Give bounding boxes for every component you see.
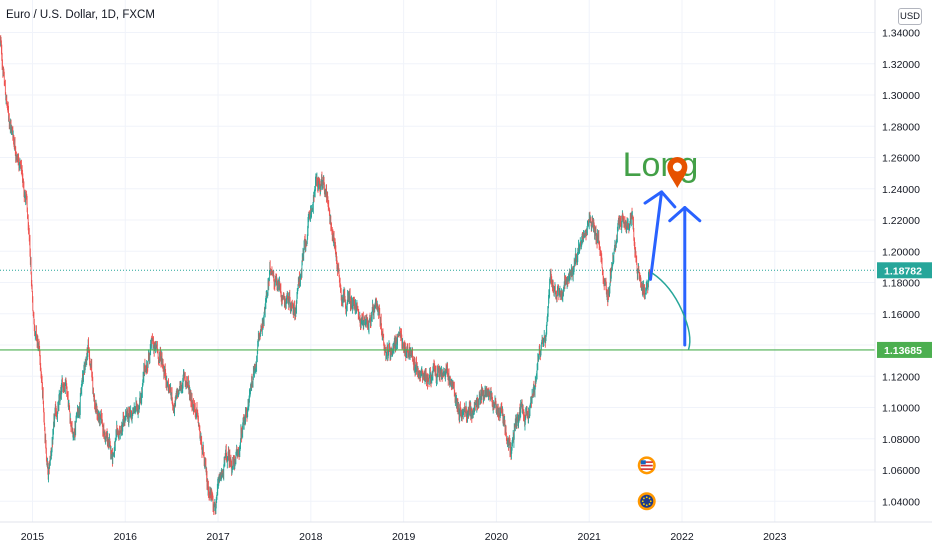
grid-lines [0,0,875,522]
y-tick-label: 1.12000 [882,371,920,383]
y-tick-label: 1.10000 [882,403,920,415]
x-tick-label: 2017 [206,531,230,543]
price-axis-labels: 1.18782 1.13685 [877,262,932,358]
eu-flag-star [641,500,644,503]
y-tick-label: 1.06000 [882,465,920,477]
eu-flag-star [648,497,651,500]
us-flag-stripe [640,461,653,463]
arrow-head-icon[interactable] [668,206,702,223]
y-tick-label: 1.32000 [882,59,920,71]
x-tick-label: 2015 [21,531,45,543]
us-flag-stripe [640,468,653,470]
price-label-text: 1.13685 [884,345,922,357]
us-flag-stripe [640,464,653,467]
price-level-lines[interactable] [0,269,875,351]
arrow-head-icon[interactable] [643,190,677,209]
x-tick-label: 2019 [392,531,416,543]
symbol-title[interactable]: Euro / U.S. Dollar, 1D, FXCM [6,9,155,21]
y-tick-label: 1.08000 [882,434,920,446]
price-label-box [877,341,932,358]
y-tick-label: 1.04000 [882,496,920,508]
y-tick-label: 1.28000 [882,121,920,133]
eu-flag-star [643,497,645,500]
location-pin-icon[interactable] [667,157,688,188]
y-tick-label: 1.18000 [882,278,920,290]
x-tick-label: 2023 [763,531,787,543]
x-tick-label: 2018 [299,531,323,543]
eu-flag-star [645,504,648,507]
y-tick-label: 1.24000 [882,184,920,196]
y-tick-label: 1.20000 [882,246,920,258]
location-pin-hole [672,162,682,172]
y-tick-label: 1.16000 [882,309,920,321]
eu-flag-star [645,496,648,499]
time-axis[interactable]: 2015 2016 2017 2018 2019 2020 2021 2022 2023 [21,531,787,543]
price-label-text: 1.18782 [884,265,922,277]
price-label-box [877,262,932,279]
y-tick-label: 1.22000 [882,215,920,227]
y-tick-label: 1.34000 [882,28,920,40]
currency-button[interactable]: USD [898,8,922,25]
x-tick-label: 2020 [485,531,509,543]
candlestick-series[interactable] [0,35,650,515]
eu-flag-star [649,500,652,503]
x-tick-label: 2021 [578,531,602,543]
projection-curve[interactable] [651,272,691,350]
x-tick-label: 2022 [670,531,694,543]
price-axis[interactable]: 1.34000 1.32000 1.30000 1.28000 1.26000 1.240… [882,28,920,509]
y-tick-label: 1.26000 [882,153,920,165]
x-tick-label: 2016 [114,531,138,543]
arrow-shaft[interactable] [648,190,664,281]
eu-flag-star [648,503,651,505]
y-tick-label: 1.30000 [882,90,920,102]
us-flag-canton [640,460,646,465]
economic-event-markers[interactable] [637,456,656,511]
eu-flag-star [643,503,645,505]
drawings-layer[interactable]: Long [623,146,702,350]
